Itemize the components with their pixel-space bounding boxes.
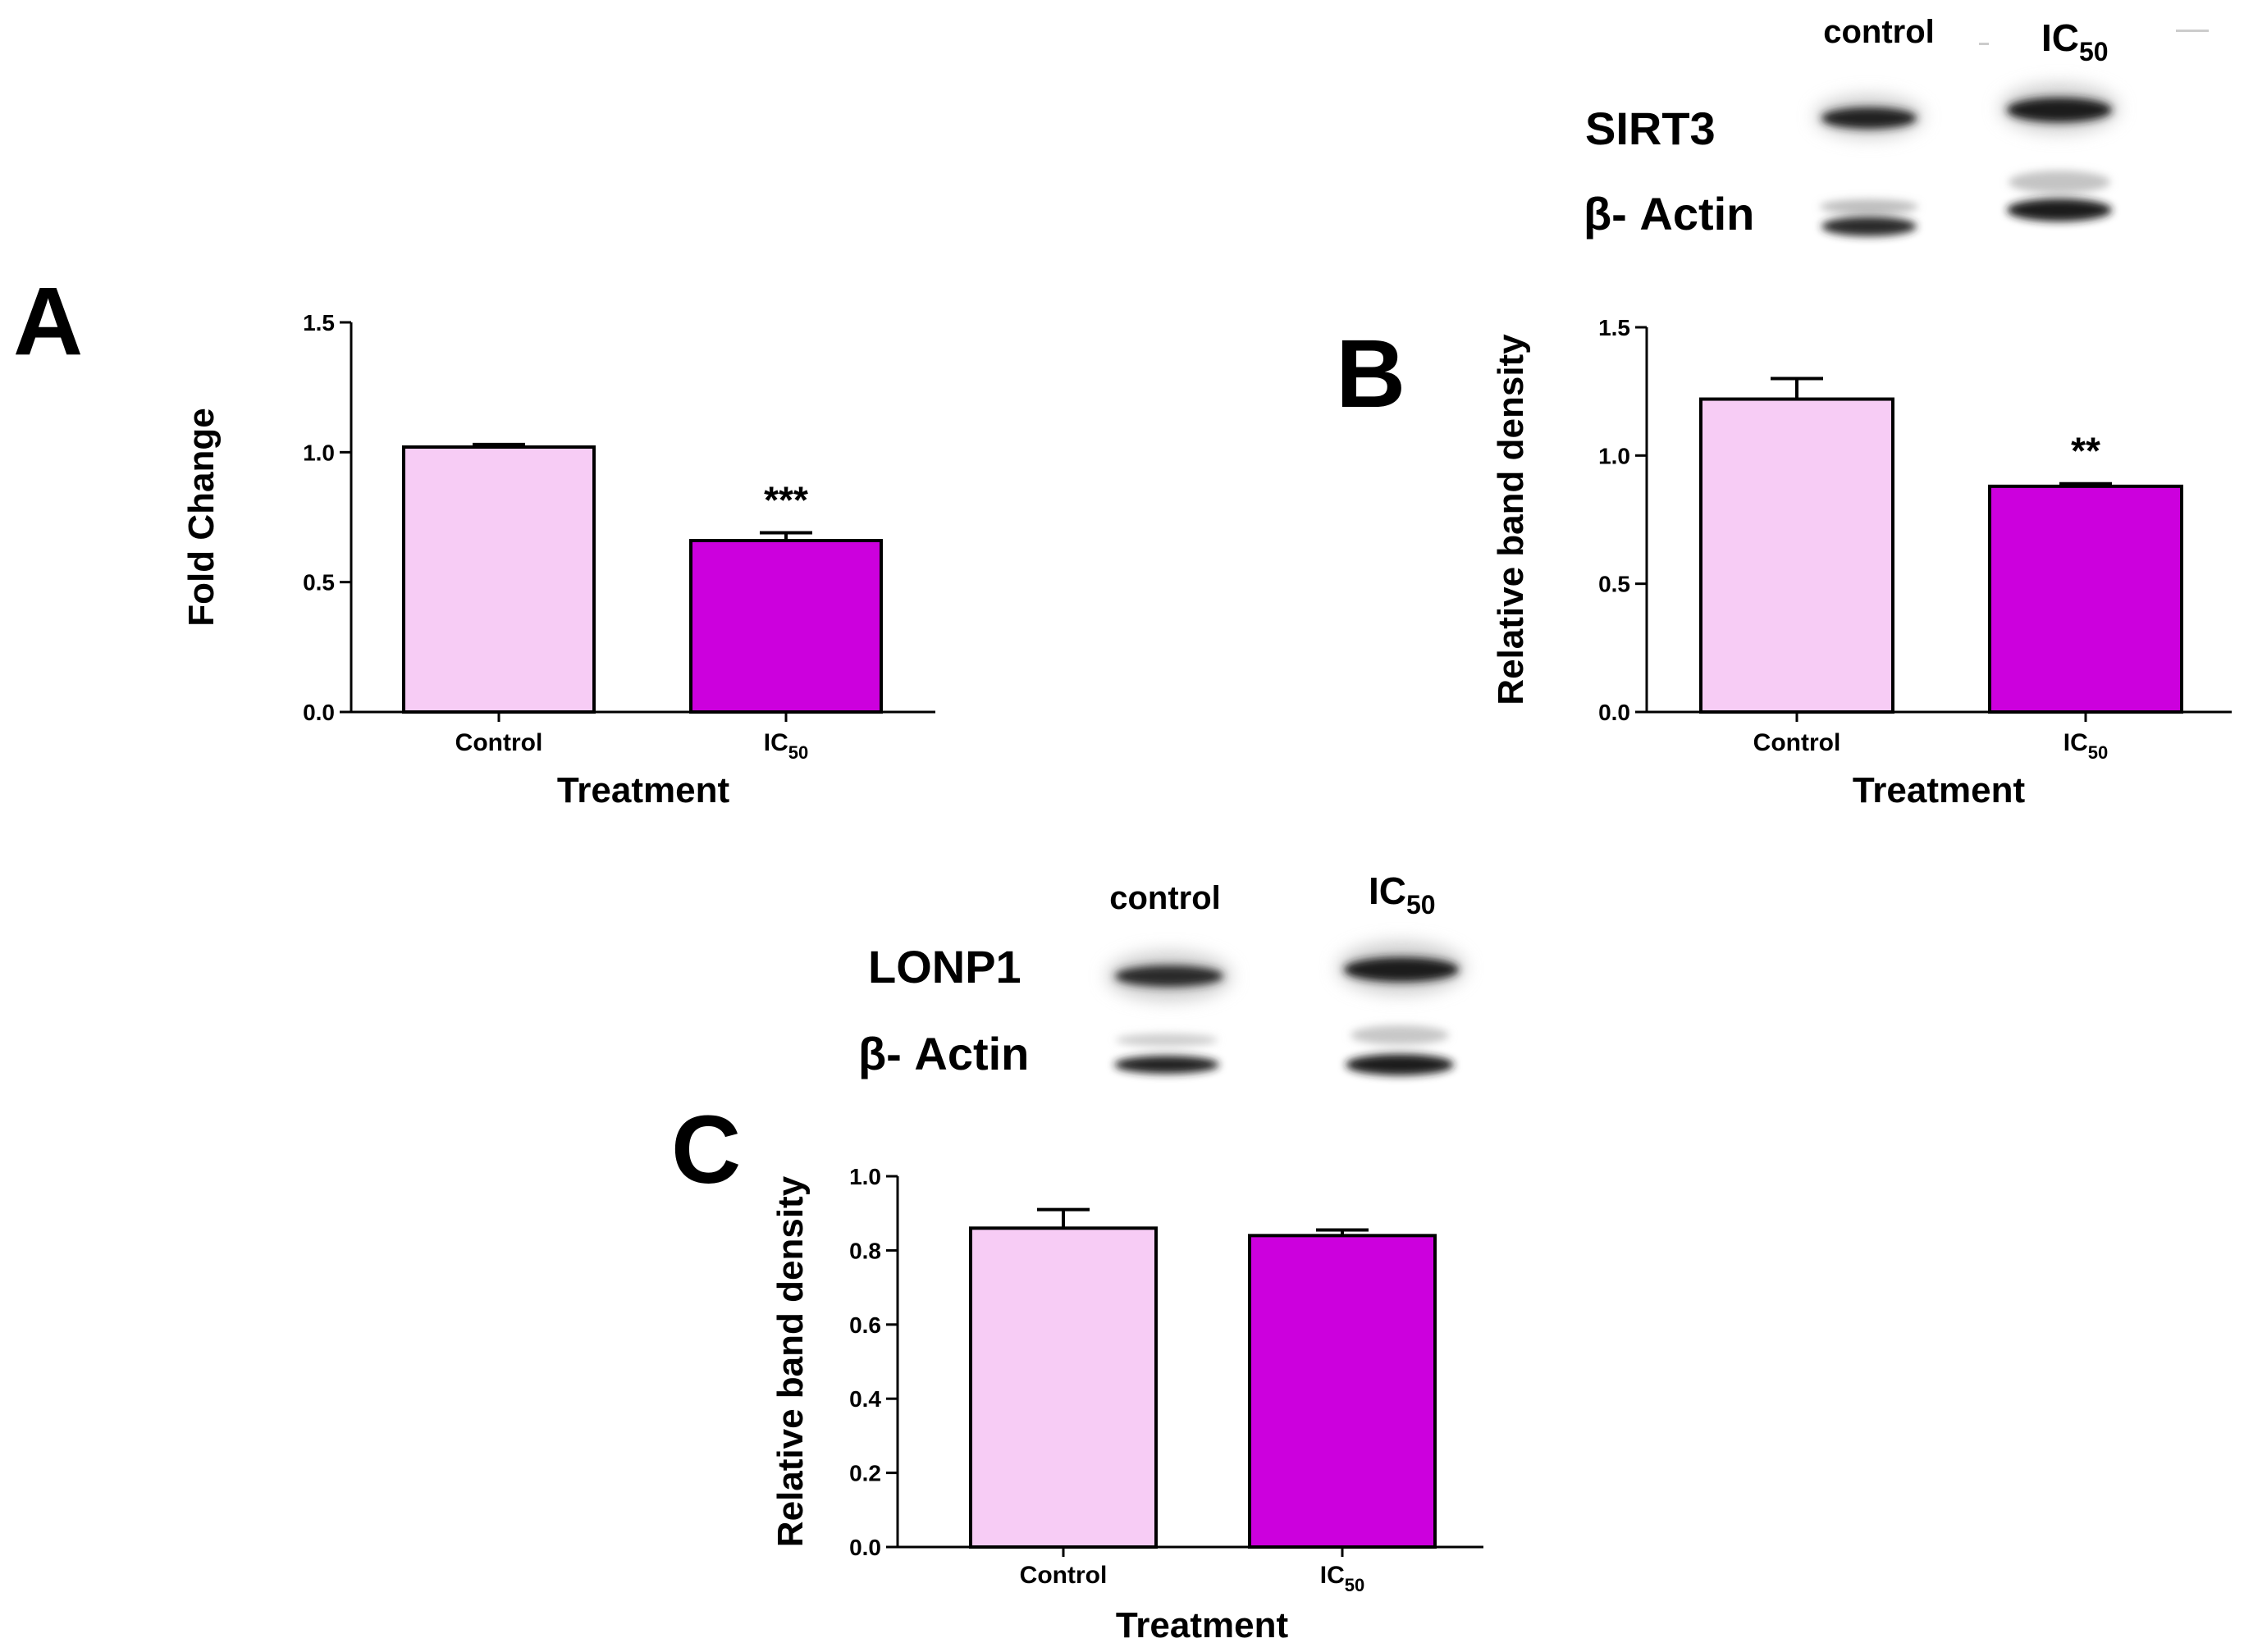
chart-a-y-tick-label: 1.5	[303, 310, 335, 335]
blot-b-actin-band-control-faint	[1820, 199, 1918, 214]
chart-a-y-axis-title: Fold Change	[181, 408, 222, 626]
blot-b-actin-band-ic50	[2007, 199, 2112, 221]
blot-b-sirt3-band-control-core	[1821, 107, 1917, 129]
chart-a-y-tick-label: 1.0	[303, 440, 335, 465]
blot-c-actin-band-ic50	[1346, 1054, 1454, 1075]
chart-b-y-tick-label: 0.5	[1598, 572, 1630, 597]
western-blot-c: control IC50 LONP1 β- Actin	[858, 869, 1465, 1079]
chart-b-significance-1: **	[2071, 430, 2100, 472]
chart-b-y-tick-label: 1.5	[1598, 315, 1630, 340]
blot-b-actin-band-ic50-faint	[2009, 171, 2110, 194]
chart-c-y-axis-title: Relative band density	[770, 1175, 811, 1547]
chart-c-y-tick-label: 0.2	[849, 1461, 881, 1486]
chart-b-y-tick-label: 1.0	[1598, 443, 1630, 468]
blot-c-lane-ic50: IC50	[1369, 869, 1436, 920]
blot-b-dash-1	[1979, 43, 1989, 45]
chart-a-bar-1	[689, 539, 883, 714]
chart-a-category-label-0: Control	[455, 729, 543, 756]
chart-c-y-tick-label: 0.4	[849, 1386, 881, 1412]
chart-a-y-tick-label: 0.0	[303, 700, 335, 725]
chart-c-bar-0	[969, 1226, 1158, 1549]
chart-c-bar-1	[1248, 1234, 1437, 1549]
blot-b-lane-ic50: IC50	[2041, 16, 2109, 66]
blot-b-dash-2	[2176, 30, 2209, 32]
chart-a-category-label-1: IC50	[764, 729, 808, 763]
chart-b-x-axis-title: Treatment	[1853, 770, 2026, 810]
blot-c-label-beta-actin: β- Actin	[858, 1028, 1029, 1079]
blot-c-lonp1-band-control	[1115, 965, 1223, 987]
chart-c-category-label-1: IC50	[1320, 1562, 1364, 1595]
chart-c-y-tick-label: 0.6	[849, 1312, 881, 1338]
chart-c-x-axis-title: Treatment	[1116, 1605, 1289, 1645]
chart-c-y-tick-label: 0.0	[849, 1535, 881, 1560]
chart-b-bar-0	[1699, 397, 1894, 714]
chart-c-y-tick-label: 0.8	[849, 1238, 881, 1263]
chart-b-relative-band-density: 0.0 0.5 1.0 1.5 Control IC50 ** Treatment Relati…	[1491, 315, 2232, 810]
blot-c-label-lonp1: LONP1	[868, 941, 1021, 993]
blot-b-sirt3-band-ic50-core	[2007, 98, 2112, 122]
blot-c-actin-band-control-faint	[1116, 1034, 1218, 1047]
panel-letter-c: C	[671, 1096, 741, 1204]
chart-a-bar-0	[402, 445, 596, 714]
chart-b-bar-1	[1988, 484, 2183, 714]
western-blot-b: control IC50 SIRT3 β- Actin	[1584, 14, 2209, 240]
chart-c-category-label-0: Control	[1020, 1562, 1108, 1589]
chart-a-x-axis-title: Treatment	[557, 770, 730, 810]
chart-b-category-label-1: IC50	[2063, 729, 2108, 763]
panel-letter-a: A	[13, 267, 83, 376]
chart-a-fold-change: 0.0 0.5 1.0 1.5 Control IC50 *** Treatment Fold …	[181, 310, 935, 810]
blot-c-actin-band-control	[1114, 1056, 1219, 1074]
blot-c-actin-band-ic50-faint	[1351, 1025, 1449, 1045]
chart-c-y-tick-label: 1.0	[849, 1164, 881, 1189]
blot-b-label-sirt3: SIRT3	[1585, 103, 1716, 154]
panel-letter-b: B	[1336, 320, 1405, 428]
chart-a-y-tick-label: 0.5	[303, 570, 335, 596]
chart-c-relative-band-density: 0.0 0.2 0.4 0.6 0.8 1.0 Control IC50 Treatment Re…	[770, 1164, 1483, 1645]
chart-b-category-label-0: Control	[1753, 729, 1841, 756]
blot-b-label-beta-actin: β- Actin	[1584, 188, 1754, 240]
blot-b-lane-control: control	[1823, 14, 1935, 50]
chart-b-y-axis-title: Relative band density	[1491, 334, 1531, 705]
chart-a-significance-1: ***	[764, 479, 808, 522]
blot-c-lonp1-band-ic50	[1344, 957, 1459, 982]
chart-b-y-tick-label: 0.0	[1598, 700, 1630, 725]
blot-c-lane-control: control	[1109, 880, 1221, 916]
blot-b-actin-band-control	[1821, 217, 1917, 236]
